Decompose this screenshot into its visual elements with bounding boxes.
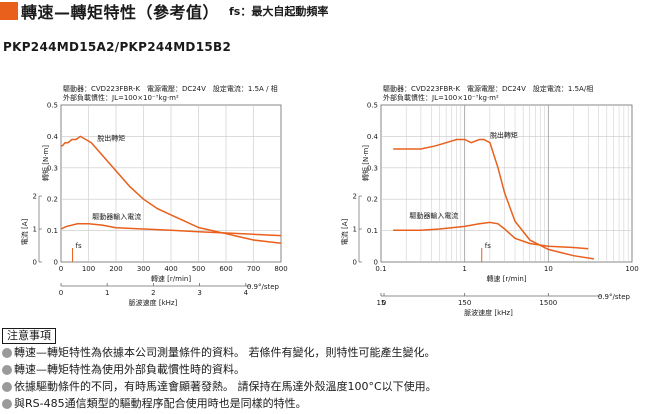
chart-info-line: 驅動器：CVD223FBR-K 電源電壓：DC24V 設定電流：1.5A/相 [383, 84, 593, 93]
x2-tick-label: 4 [244, 289, 249, 297]
x-tick-label: 400 [164, 265, 177, 273]
bullet-icon [2, 364, 12, 375]
fs-label: fs [485, 242, 491, 250]
x-tick-label: 500 [192, 265, 205, 273]
y-tick-label: 0.2 [367, 196, 378, 204]
note-text: 轉速—轉矩特性為使用外部負載慣性時的資料。 [14, 363, 245, 376]
x-axis-title: 轉速 [r/min] [151, 274, 191, 283]
pullout-torque-line [61, 135, 282, 244]
y-tick-label: 0 [54, 259, 58, 267]
current-label: 驅動器輸入電流 [92, 212, 141, 221]
title-bar: 轉速—轉矩特性（參考值） fs：最大自起動頻率 [0, 0, 328, 22]
y-axis-title: 轉矩 [N·m] [41, 145, 50, 181]
note-text: 轉速—轉矩特性為依據本公司測量條件的資料。 若條件有變化，則特性可能產生變化。 [14, 346, 436, 359]
y-tick-label: 0.3 [47, 164, 58, 172]
y2-axis-title: 電流 [A] [340, 218, 349, 245]
y2-tick-label: 1 [33, 226, 37, 234]
x2-step-note: 0.9°/step [598, 293, 631, 301]
y2-tick-label: 1 [353, 226, 357, 234]
y-tick-label: 0.1 [47, 227, 58, 235]
model-number: PKP244MD15A2/PKP244MD15B2 [3, 40, 232, 54]
x-tick-label: 600 [219, 265, 232, 273]
note-item: 轉速—轉矩特性為使用外部負載慣性時的資料。 [2, 361, 662, 378]
y2-tick-label: 2 [33, 193, 37, 201]
x2-tick-label: 2 [151, 289, 155, 297]
y2-tick-label: 0 [33, 259, 37, 267]
notes-section: 注意事項 轉速—轉矩特性為依據本公司測量條件的資料。 若條件有變化，則特性可能產… [2, 324, 662, 412]
input-current-line [60, 223, 282, 237]
note-text: 與RS-485通信類型的驅動程序配合使用時也是同樣的特性。 [14, 397, 307, 410]
x2-step-note: 0.9°/step [247, 283, 280, 291]
x-tick-label: 300 [137, 265, 150, 273]
y-axis-title: 轉矩 [N·m] [361, 145, 370, 181]
y-tick-label: 0.5 [47, 102, 58, 110]
note-item: 轉速—轉矩特性為依據本公司測量條件的資料。 若條件有變化，則特性可能產生變化。 [2, 344, 662, 361]
chart-info-line: 驅動器：CVD223FBR-K 電源電壓：DC24V 設定電流：1.5A / 相 [63, 84, 278, 93]
y-tick-label: 0.5 [367, 102, 378, 110]
y2-axis-title: 電流 [A] [20, 218, 29, 245]
y-tick-label: 0.3 [367, 164, 378, 172]
fs-label: fs [76, 242, 82, 250]
x2-tick-label: 150 [458, 299, 471, 307]
x-tick-label: 100 [82, 265, 95, 273]
pullout-label: 脫出轉矩 [97, 134, 125, 143]
pullout-torque-line [393, 138, 595, 260]
page-title: 轉速—轉矩特性（參考值） [21, 3, 220, 22]
x-tick-label: 200 [109, 265, 122, 273]
pullout-label: 脫出轉矩 [490, 131, 518, 140]
note-text: 依據驅動條件的不同，有時馬達會顯著發熱。 請保持在馬達外殼溫度100°C以下使用… [14, 380, 437, 393]
x2-tick-label: 15 [377, 299, 386, 307]
y-tick-label: 0.4 [367, 133, 379, 141]
note-item: 依據驅動條件的不同，有時馬達會顯著發熱。 請保持在馬達外殼溫度100°C以下使用… [2, 378, 662, 395]
y-tick-label: 0.4 [47, 133, 59, 141]
y-tick-label: 0 [374, 259, 378, 267]
y2-tick-label: 2 [353, 193, 357, 201]
bullet-icon [2, 347, 12, 358]
chart-info-line: 外部負載慣性：JL=100×10⁻⁷kg·m² [63, 93, 179, 102]
page-subtitle: fs：最大自起動頻率 [229, 5, 329, 18]
y-tick-label: 0.1 [367, 227, 378, 235]
x-tick-label: 1 [462, 265, 466, 273]
x-tick-label: 10 [544, 265, 553, 273]
x-axis-title: 轉速 [r/min] [486, 274, 526, 283]
x-tick-label: 0 [59, 265, 63, 273]
x2-tick-label: 0 [382, 299, 386, 307]
plot-area [380, 104, 633, 263]
current-label: 驅動器輸入電流 [409, 211, 458, 220]
title-accent-block [0, 2, 18, 20]
x-tick-label: 700 [247, 265, 260, 273]
x2-tick-label: 0 [59, 289, 63, 297]
notes-title: 注意事項 [2, 328, 56, 344]
x2-tick-label: 3 [197, 289, 201, 297]
x-tick-label: 800 [274, 265, 287, 273]
x2-axis-title: 脈波速度 [kHz] [129, 298, 178, 307]
x-tick-label: 0.1 [375, 265, 386, 273]
bullet-icon [2, 381, 12, 392]
x2-axis-title: 脈波速度 [kHz] [464, 308, 513, 317]
chart-info-line: 外部負載慣性：JL=100×10⁻⁷kg·m² [383, 93, 499, 102]
x2-tick-label: 1 [105, 289, 109, 297]
y-tick-label: 0.2 [47, 196, 58, 204]
charts-canvas: 驅動器：CVD223FBR-K 電源電壓：DC24V 設定電流：1.5A / 相… [20, 84, 639, 317]
note-item: 與RS-485通信類型的驅動程序配合使用時也是同樣的特性。 [2, 395, 662, 412]
input-current-line [393, 221, 589, 250]
y2-tick-label: 0 [353, 259, 357, 267]
bullet-icon [2, 398, 12, 409]
x2-tick-label: 1500 [539, 299, 557, 307]
x-tick-label: 100 [625, 265, 638, 273]
